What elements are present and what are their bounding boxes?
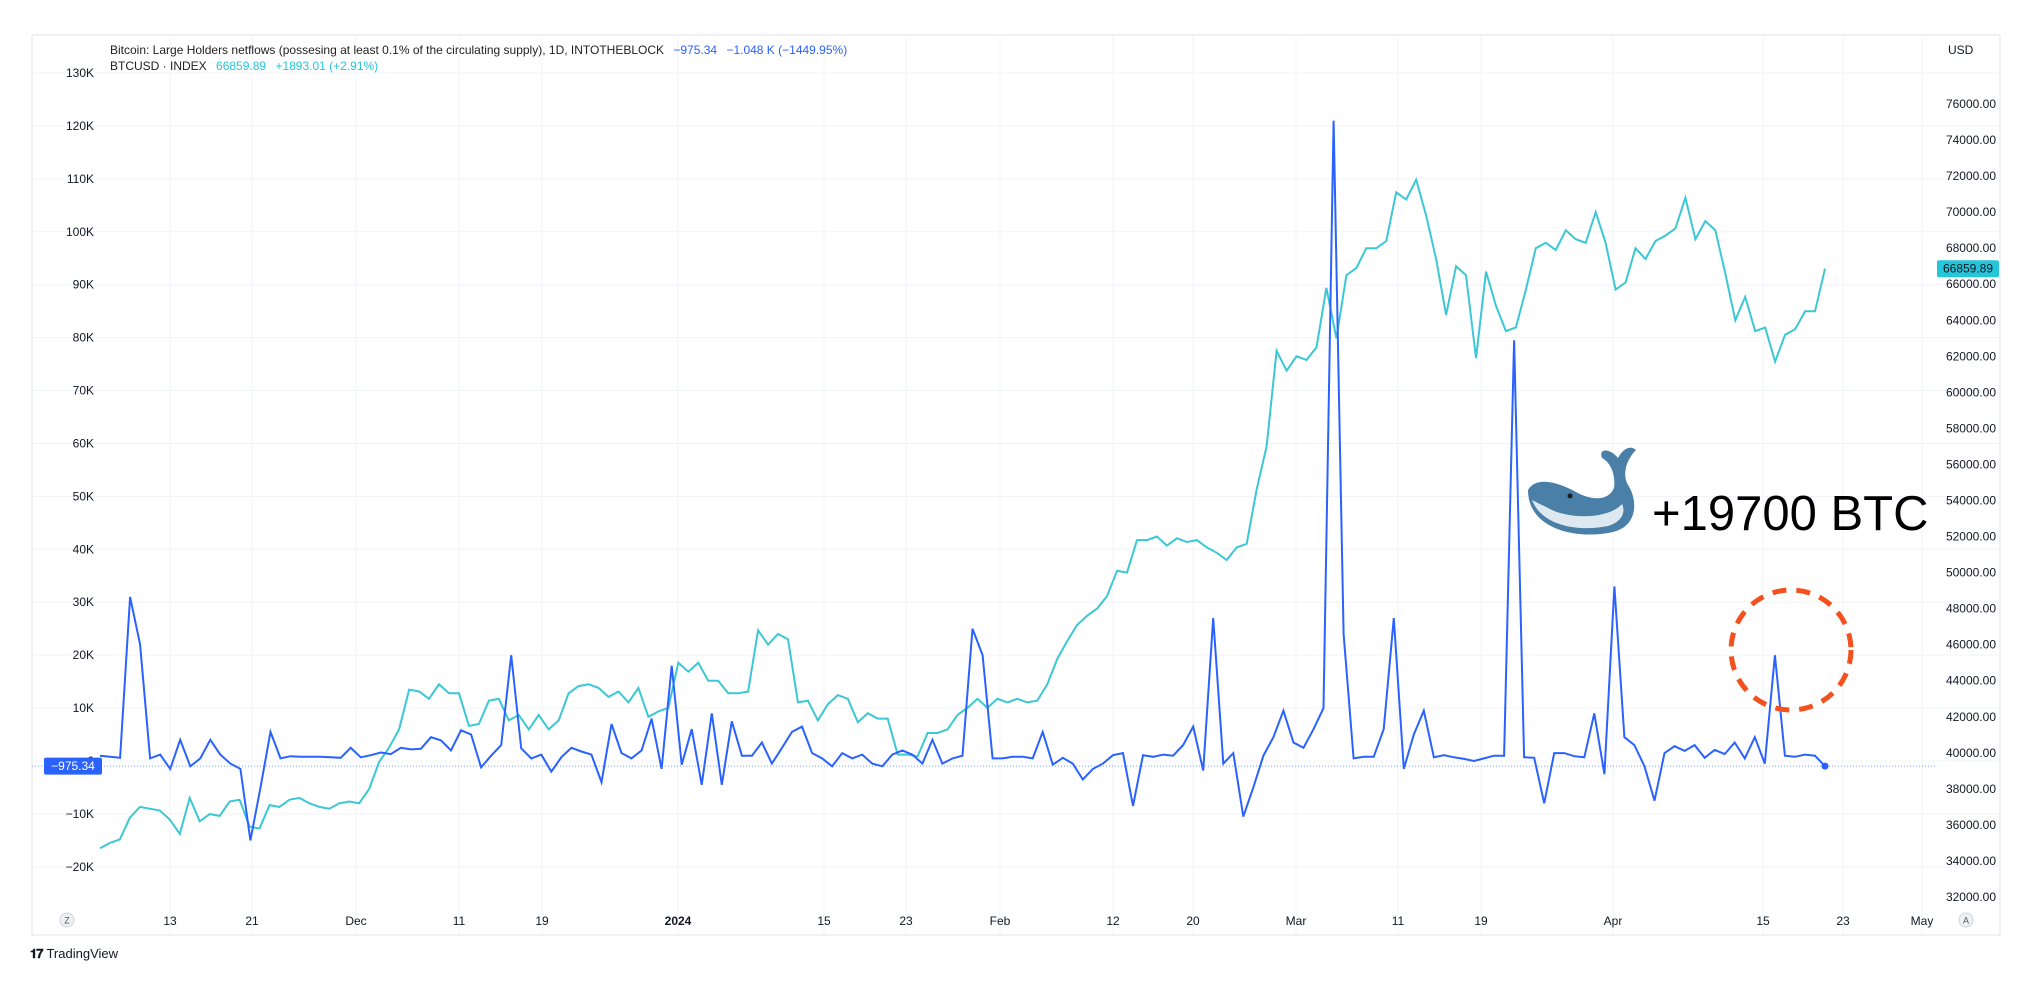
left-tick-label: 100K <box>66 225 94 239</box>
x-axis: 13 21 Dec 11 19 2024 15 23 Feb 12 20 Mar 11 19 Apr 15 23… <box>163 914 1933 928</box>
left-tick-label: −10K <box>66 807 94 821</box>
right-tick-label: 46000.00 <box>1946 638 1996 652</box>
left-tick-label: 50K <box>73 489 94 503</box>
right-tick-label: 60000.00 <box>1946 385 1996 399</box>
left-tick-label: 110K <box>67 172 94 186</box>
legend-netflows-title: Bitcoin: Large Holders netflows (possesi… <box>110 43 665 57</box>
legend-netflows-change: −1.048 K (−1449.95%) <box>726 43 848 57</box>
right-tick-label: 70000.00 <box>1946 205 1996 219</box>
right-tick-label: 72000.00 <box>1946 169 1996 183</box>
x-tick-label: May <box>1911 914 1934 928</box>
x-tick-label: 19 <box>1474 914 1488 928</box>
x-tick-label: 13 <box>163 914 177 928</box>
x-tick-label: 15 <box>817 914 831 928</box>
x-tick-label: Apr <box>1604 914 1623 928</box>
x-tick-label: Mar <box>1286 914 1307 928</box>
left-last-value-badge: −975.34 <box>44 757 102 775</box>
svg-text:A: A <box>1963 916 1969 926</box>
right-tick-label: 36000.00 <box>1946 818 1996 832</box>
x-tick-label: 20 <box>1186 914 1200 928</box>
x-tick-label: 21 <box>245 914 259 928</box>
legend-price-last: 66859.89 <box>216 59 267 73</box>
right-tick-label: 38000.00 <box>1946 782 1996 796</box>
x-tick-label: 12 <box>1106 914 1120 928</box>
right-last-value-badge: 66859.89 <box>1937 260 1999 278</box>
left-tick-label: −20K <box>66 860 94 874</box>
legend-price-change: +1893.01 (+2.91%) <box>275 59 379 73</box>
x-tick-label: 11 <box>453 914 466 928</box>
tradingview-branding[interactable]: 𝟏𝟕 TradingView <box>30 946 119 961</box>
right-tick-label: 68000.00 <box>1946 241 1996 255</box>
right-tick-label: 32000.00 <box>1946 890 1996 904</box>
left-y-axis: 130K 120K 110K 100K 90K 80K 70K 60K 50K 40K 30K 20K… <box>66 66 95 874</box>
x-tick-label: 23 <box>1836 914 1850 928</box>
right-tick-label: 58000.00 <box>1946 421 1996 435</box>
left-tick-label: 30K <box>73 595 94 609</box>
right-axis-scale-button[interactable]: A <box>1958 912 1974 928</box>
right-tick-label: 42000.00 <box>1946 710 1996 724</box>
legend-row-netflows[interactable]: Bitcoin: Large Holders netflows (possesi… <box>110 42 847 58</box>
svg-text:66859.89: 66859.89 <box>1943 262 1993 276</box>
legend-row-price[interactable]: BTCUSD · INDEX 66859.89 +1893.01 (+2.91%… <box>110 58 847 74</box>
plot-border <box>31 34 2001 936</box>
left-tick-label: 80K <box>73 331 94 345</box>
tradingview-logo-icon: 𝟏𝟕 <box>30 946 44 961</box>
right-tick-label: 64000.00 <box>1946 313 1996 327</box>
highlight-circle <box>1728 587 1854 713</box>
x-tick-label: Dec <box>345 914 366 928</box>
right-tick-label: 40000.00 <box>1946 746 1996 760</box>
left-tick-label: 70K <box>73 384 94 398</box>
x-tick-label: 19 <box>535 914 549 928</box>
x-tick-label: 2024 <box>665 914 692 928</box>
x-tick-label: Feb <box>990 914 1011 928</box>
right-tick-label: 62000.00 <box>1946 349 1996 363</box>
svg-text:−975.34: −975.34 <box>51 759 95 773</box>
grid-lines <box>32 35 2000 935</box>
series-line-netflows <box>99 120 1826 841</box>
svg-text:Z: Z <box>64 916 70 926</box>
right-tick-label: 74000.00 <box>1946 133 1996 147</box>
right-tick-label: 76000.00 <box>1946 97 1996 111</box>
right-tick-label: 52000.00 <box>1946 530 1996 544</box>
left-tick-label: 40K <box>73 542 94 556</box>
right-tick-label: 56000.00 <box>1946 457 1996 471</box>
right-tick-label: 34000.00 <box>1946 854 1996 868</box>
left-tick-label: 120K <box>66 119 94 133</box>
right-tick-label: 66000.00 <box>1946 277 1996 291</box>
left-tick-label: 20K <box>73 648 94 662</box>
left-axis-scale-button[interactable]: Z <box>59 912 75 928</box>
right-tick-label: 48000.00 <box>1946 602 1996 616</box>
legend-price-title: BTCUSD · INDEX <box>110 59 207 73</box>
left-tick-label: 90K <box>73 278 94 292</box>
left-tick-label: 10K <box>73 701 94 715</box>
right-y-axis: 76000.00 74000.00 72000.00 70000.00 68000.00… <box>1946 97 1996 904</box>
right-tick-label: 50000.00 <box>1946 566 1996 580</box>
series-line-btcusd <box>99 176 1826 850</box>
chart-legend: Bitcoin: Large Holders netflows (possesi… <box>110 42 847 74</box>
right-tick-label: 44000.00 <box>1946 674 1996 688</box>
x-tick-label: 11 <box>1392 914 1405 928</box>
legend-netflows-last: −975.34 <box>673 43 718 57</box>
whale-icon <box>1528 447 1636 535</box>
right-axis-unit: USD <box>1948 43 1974 57</box>
netflow-last-point <box>1821 762 1829 770</box>
x-tick-label: 15 <box>1756 914 1770 928</box>
left-tick-label: 60K <box>73 436 94 450</box>
annotation-text: +19700 BTC <box>1652 487 1929 541</box>
x-tick-label: 23 <box>899 914 913 928</box>
left-tick-label: 130K <box>66 66 94 80</box>
right-tick-label: 54000.00 <box>1946 494 1996 508</box>
